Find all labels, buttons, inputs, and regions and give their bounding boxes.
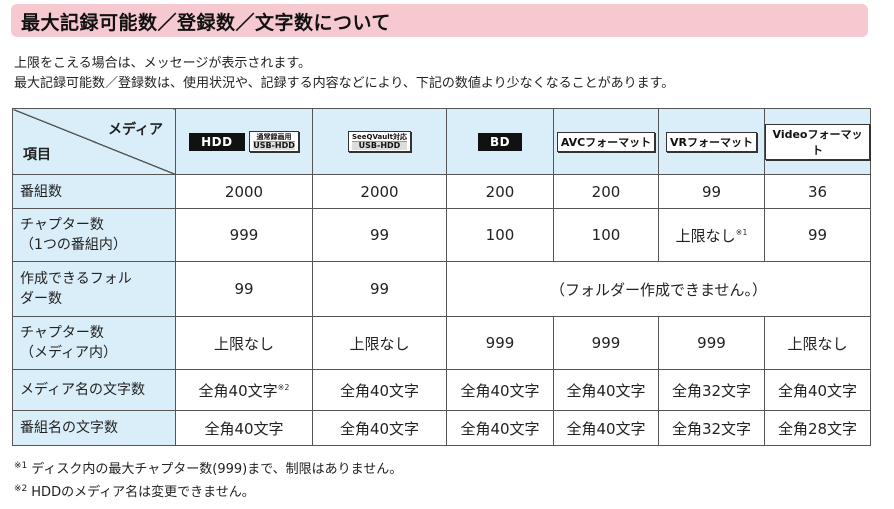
table-cell: 全角40文字 — [553, 410, 659, 446]
table-cell: 999 — [658, 316, 765, 370]
table-cell: 999 — [553, 316, 659, 370]
row-label: チャプター数 （1つの番組内） — [12, 208, 176, 262]
table-cell: 全角40文字 — [175, 410, 313, 446]
cell-text: 全角40文字 — [198, 381, 278, 400]
table-row: 番組数 2000 2000 200 200 99 36 — [12, 174, 871, 209]
cell-text: 上限なし — [675, 226, 736, 245]
bd-badge: BD — [477, 132, 523, 151]
seeqvault-badge: SeeQVault対応 USB-HDD — [348, 131, 411, 152]
row-label: チャプター数 （メディア内） — [12, 316, 176, 370]
footnote-1: ※1 ディスク内の最大チャプター数(999)まで、制限はありません。 — [14, 458, 402, 477]
table-cell: 2000 — [312, 174, 447, 209]
table-cell: 200 — [553, 174, 659, 209]
table-cell: 99 — [658, 174, 765, 209]
table-cell: 99 — [764, 208, 871, 262]
table-cell: 全角40文字 — [312, 410, 447, 446]
vr-badge: VRフォーマット — [666, 131, 757, 152]
row-label-line-2: （1つの番組内） — [20, 237, 127, 253]
section-title-bar: 最大記録可能数／登録数／文字数について — [11, 4, 868, 37]
spec-table: メディア 項目 HDD 通常録画用 USB-HDD SeeQVault対応 US… — [12, 108, 871, 446]
footnote-mark: ※2 — [277, 382, 290, 392]
seeqvault-badge-bottom: USB-HDD — [352, 141, 407, 150]
table-header-row: メディア 項目 HDD 通常録画用 USB-HDD SeeQVault対応 US… — [12, 108, 871, 175]
table-cell: 999 — [175, 208, 313, 262]
table-cell: 全角40文字 — [553, 369, 659, 411]
footnote-2: ※2 HDDのメディア名は変更できません。 — [14, 481, 255, 500]
hdd-badge: HDD — [189, 132, 245, 151]
avc-badge: AVCフォーマット — [556, 131, 656, 152]
table-cell: 999 — [446, 316, 554, 370]
usb-hdd-badge: 通常録画用 USB-HDD — [249, 131, 299, 152]
media-header-video: Videoフォーマット — [764, 108, 871, 175]
intro-line-1: 上限をこえる場合は、メッセージが表示されます。 — [14, 56, 312, 71]
table-cell: 36 — [764, 174, 871, 209]
footnote-1-mark: ※1 — [14, 460, 28, 471]
row-label: 作成できるフォル ダー数 — [12, 261, 176, 317]
table-cell: 上限なし — [764, 316, 871, 370]
table-cell: 上限なし※1 — [658, 208, 765, 262]
intro-line-2: 最大記録可能数／登録数は、使用状況や、記録する内容などにより、下記の数値より少な… — [14, 76, 675, 91]
corner-item-label: 項目 — [23, 147, 51, 163]
row-label: 番組名の文字数 — [12, 410, 176, 446]
table-cell-span: （フォルダー作成できません。） — [446, 261, 871, 317]
row-label-line-2: （メディア内） — [20, 345, 118, 361]
corner-cell: メディア 項目 — [12, 108, 176, 175]
media-header-seeqvault: SeeQVault対応 USB-HDD — [312, 108, 447, 175]
corner-media-label: メディア — [107, 122, 163, 138]
table-cell: 全角40文字※2 — [175, 369, 313, 411]
row-label: メディア名の文字数 — [12, 369, 176, 411]
footnote-1-text: ディスク内の最大チャプター数(999)まで、制限はありません。 — [31, 462, 403, 477]
footnote-2-text: HDDのメディア名は変更できません。 — [31, 485, 255, 500]
table-row: チャプター数 （1つの番組内） 999 99 100 100 上限なし※1 99 — [12, 208, 871, 262]
table-cell: 100 — [553, 208, 659, 262]
row-label-line-1: 作成できるフォル — [20, 271, 132, 287]
table-cell: 2000 — [175, 174, 313, 209]
table-cell: 全角40文字 — [764, 369, 871, 411]
seeqvault-badge-top: SeeQVault対応 — [352, 133, 407, 141]
row-label-line-2: ダー数 — [20, 291, 62, 307]
table-cell: 全角32文字 — [658, 369, 765, 411]
media-header-bd: BD — [446, 108, 554, 175]
media-header-hdd: HDD 通常録画用 USB-HDD — [175, 108, 313, 175]
footnote-mark: ※1 — [735, 227, 748, 237]
media-header-vr: VRフォーマット — [658, 108, 765, 175]
table-row: 作成できるフォル ダー数 99 99 （フォルダー作成できません。） — [12, 261, 871, 317]
table-cell: 全角40文字 — [446, 410, 554, 446]
table-row: メディア名の文字数 全角40文字※2 全角40文字 全角40文字 全角40文字 … — [12, 369, 871, 411]
table-cell: 全角28文字 — [764, 410, 871, 446]
table-cell: 99 — [175, 261, 313, 317]
usb-hdd-badge-top: 通常録画用 — [256, 133, 292, 141]
table-cell: 99 — [312, 208, 447, 262]
table-cell: 全角40文字 — [312, 369, 447, 411]
video-badge: Videoフォーマット — [765, 123, 870, 160]
table-cell: 全角32文字 — [658, 410, 765, 446]
table-cell: 99 — [312, 261, 447, 317]
table-cell: 全角40文字 — [446, 369, 554, 411]
usb-hdd-badge-bottom: USB-HDD — [253, 141, 295, 150]
table-row: チャプター数 （メディア内） 上限なし 上限なし 999 999 999 上限な… — [12, 316, 871, 370]
table-cell: 100 — [446, 208, 554, 262]
table-row: 番組名の文字数 全角40文字 全角40文字 全角40文字 全角40文字 全角32… — [12, 410, 871, 446]
media-header-avc: AVCフォーマット — [553, 108, 659, 175]
footnote-2-mark: ※2 — [14, 483, 28, 494]
row-label: 番組数 — [12, 174, 176, 209]
row-label-line-1: チャプター数 — [20, 217, 104, 233]
page-title: 最大記録可能数／登録数／文字数について — [21, 12, 391, 34]
table-cell: 上限なし — [312, 316, 447, 370]
table-cell: 200 — [446, 174, 554, 209]
row-label-line-1: チャプター数 — [20, 325, 104, 341]
table-cell: 上限なし — [175, 316, 313, 370]
